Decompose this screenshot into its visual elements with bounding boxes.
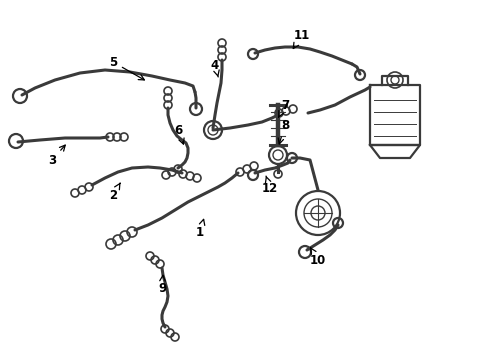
Text: 4: 4 — [211, 59, 219, 77]
Text: 12: 12 — [262, 176, 278, 194]
Text: 5: 5 — [109, 55, 145, 80]
Text: 2: 2 — [109, 183, 120, 202]
Text: 11: 11 — [294, 28, 310, 49]
Text: 9: 9 — [158, 275, 166, 294]
Text: 10: 10 — [310, 248, 326, 266]
Text: 7: 7 — [278, 99, 289, 117]
Text: 8: 8 — [278, 118, 289, 144]
Text: 6: 6 — [174, 123, 184, 144]
Text: 3: 3 — [48, 145, 65, 166]
Text: 1: 1 — [196, 219, 205, 239]
